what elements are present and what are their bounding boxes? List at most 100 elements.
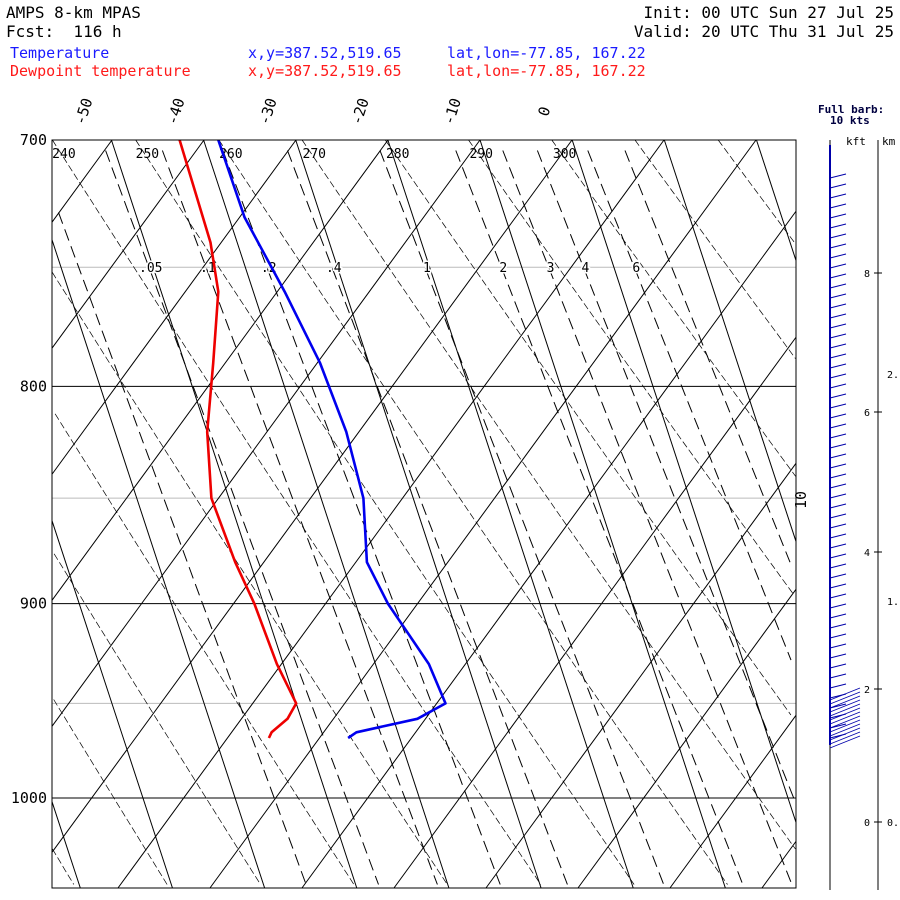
wind-barb bbox=[829, 473, 847, 479]
dewpoint-xy: x,y=387.52,519.65 bbox=[248, 62, 402, 80]
isotherm bbox=[51, 520, 173, 889]
wind-panel-title-1: Full barb: bbox=[818, 103, 884, 116]
wind-barb bbox=[829, 363, 847, 369]
kft-tick-label: 8 bbox=[864, 269, 870, 280]
slant-line bbox=[51, 139, 113, 223]
theta-label: 300 bbox=[553, 147, 576, 162]
pressure-label: 900 bbox=[20, 595, 47, 613]
wind-barb bbox=[829, 273, 847, 279]
wind-barb bbox=[829, 183, 847, 189]
wind-barb bbox=[829, 293, 847, 299]
temperature-profile bbox=[217, 139, 447, 740]
theta-label: 250 bbox=[136, 147, 159, 162]
mixing-ratio-line bbox=[624, 150, 791, 563]
wind-barb bbox=[829, 533, 847, 539]
dry-adiabat bbox=[54, 413, 355, 885]
mixing-ratio-line bbox=[502, 150, 793, 885]
mixing-ratio-label: 1 bbox=[423, 261, 431, 276]
dry-adiabat bbox=[52, 848, 75, 885]
mixing-ratio-line bbox=[587, 150, 792, 661]
mixing-ratio-label: .1 bbox=[200, 261, 216, 276]
wind-barb bbox=[829, 563, 847, 569]
wind-barb bbox=[829, 715, 861, 729]
slant-line bbox=[485, 462, 797, 889]
mixing-ratio-line bbox=[222, 150, 501, 885]
slant-line bbox=[577, 589, 797, 889]
wind-barb bbox=[829, 313, 847, 319]
wind-barb bbox=[829, 483, 847, 489]
km-tick-label: 2. bbox=[887, 370, 899, 381]
dry-adiabat bbox=[634, 139, 796, 359]
dewpoint-profile bbox=[178, 139, 298, 739]
wind-barb bbox=[829, 707, 861, 721]
wind-barb bbox=[829, 413, 847, 419]
km-tick-label: 1. bbox=[887, 597, 899, 608]
wind-barb bbox=[829, 731, 861, 745]
slant-line bbox=[669, 715, 797, 889]
wind-barb bbox=[829, 583, 847, 589]
wind-barb bbox=[829, 283, 847, 289]
mixing-ratio-label: 4 bbox=[581, 261, 589, 276]
wind-barb bbox=[829, 373, 847, 379]
wind-barb bbox=[829, 513, 847, 519]
wind-barb bbox=[829, 503, 847, 509]
wind-barb bbox=[829, 633, 847, 639]
mixing-ratio-line bbox=[455, 150, 744, 885]
slant-line bbox=[393, 336, 797, 889]
pressure-label: 800 bbox=[20, 377, 47, 395]
wind-barb bbox=[829, 203, 847, 209]
isotherm-label: -50 bbox=[71, 96, 96, 127]
dry-adiabat bbox=[717, 139, 795, 243]
dry-adiabat bbox=[51, 272, 448, 885]
wind-barb bbox=[829, 723, 861, 737]
wind-panel-title-2: 10 kts bbox=[830, 114, 870, 127]
mixing-ratio-line bbox=[105, 150, 379, 885]
isotherm bbox=[479, 139, 726, 889]
wind-barb bbox=[829, 719, 861, 733]
wind-barb bbox=[829, 683, 847, 689]
wind-barb bbox=[829, 213, 847, 219]
wind-barb bbox=[829, 383, 847, 389]
dry-adiabat bbox=[53, 699, 168, 885]
wind-barb bbox=[829, 223, 847, 229]
dewpoint-latlon: lat,lon=-77.85, 167.22 bbox=[447, 62, 646, 80]
wind-barb bbox=[829, 403, 847, 409]
wind-barb bbox=[829, 333, 847, 339]
wind-barb bbox=[829, 699, 861, 713]
wind-barb bbox=[829, 695, 861, 709]
isotherm bbox=[756, 139, 797, 261]
wind-barb bbox=[829, 243, 847, 249]
wind-barb bbox=[829, 193, 847, 199]
km-label: km bbox=[882, 135, 896, 148]
isotherm bbox=[387, 139, 634, 889]
wind-barb bbox=[829, 303, 847, 309]
slant-line bbox=[51, 139, 205, 349]
dry-adiabat bbox=[135, 139, 635, 885]
wind-barb bbox=[829, 343, 847, 349]
forecast-hour: Fcst: 116 h bbox=[6, 22, 122, 41]
dry-adiabat bbox=[468, 139, 795, 596]
dry-adiabat bbox=[385, 139, 792, 716]
isotherm bbox=[51, 239, 266, 889]
wind-barb bbox=[829, 623, 847, 629]
isotherm-label: 0 bbox=[534, 104, 554, 118]
wind-barb bbox=[829, 233, 847, 239]
theta-label: 240 bbox=[52, 147, 75, 162]
wind-barb bbox=[829, 263, 847, 269]
wind-barb bbox=[829, 423, 847, 429]
wind-barb bbox=[829, 687, 861, 701]
isotherm-label: -40 bbox=[163, 96, 188, 127]
kft-label: kft bbox=[846, 135, 866, 148]
plot-background-lines bbox=[51, 139, 797, 889]
mixing-ratio-line bbox=[58, 212, 307, 885]
mixing-ratio-line bbox=[287, 150, 568, 885]
wind-barb bbox=[829, 573, 847, 579]
isotherm bbox=[295, 139, 542, 889]
model-title: AMPS 8-km MPAS bbox=[6, 3, 141, 22]
isotherm-label: -20 bbox=[347, 96, 372, 127]
slant-line bbox=[209, 139, 757, 889]
valid-time: Valid: 20 UTC Thu 31 Jul 25 bbox=[633, 22, 894, 41]
wind-barb bbox=[829, 543, 847, 549]
theta-label: 270 bbox=[303, 147, 326, 162]
pressure-label: 700 bbox=[20, 131, 47, 149]
